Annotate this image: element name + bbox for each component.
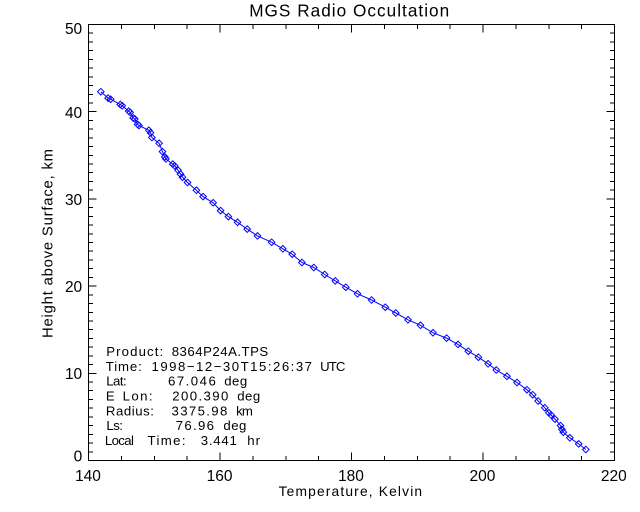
svg-text:40: 40 xyxy=(65,105,83,122)
svg-text:140: 140 xyxy=(75,468,101,485)
svg-text:Product:: Product: xyxy=(106,344,163,359)
svg-text:deg: deg xyxy=(223,418,246,433)
svg-text:E: E xyxy=(106,388,115,403)
svg-text:Time:: Time: xyxy=(106,359,142,374)
svg-text:76.96: 76.96 xyxy=(176,418,214,433)
svg-text:Height above Surface, km: Height above Surface, km xyxy=(40,149,56,338)
svg-text:220: 220 xyxy=(601,468,627,485)
svg-text:50: 50 xyxy=(65,21,83,38)
svg-text:hr: hr xyxy=(247,433,260,448)
svg-text:8364P24A.TPS: 8364P24A.TPS xyxy=(172,344,269,359)
svg-text:200: 200 xyxy=(469,468,495,485)
svg-text:deg: deg xyxy=(237,388,260,403)
svg-text:Lat:: Lat: xyxy=(106,374,127,389)
svg-text:MGS Radio Occultation: MGS Radio Occultation xyxy=(249,0,449,20)
svg-text:10: 10 xyxy=(65,366,83,383)
svg-text:1998−12−30T15:26:37: 1998−12−30T15:26:37 xyxy=(152,359,313,374)
svg-text:180: 180 xyxy=(338,468,364,485)
svg-text:Time:: Time: xyxy=(148,433,186,448)
svg-text:0: 0 xyxy=(74,449,83,466)
svg-text:Local: Local xyxy=(105,433,134,448)
svg-text:160: 160 xyxy=(207,468,233,485)
svg-text:Radius:: Radius: xyxy=(106,403,154,418)
svg-text:km: km xyxy=(236,403,253,418)
svg-text:30: 30 xyxy=(65,192,83,209)
svg-text:20: 20 xyxy=(65,279,83,296)
svg-text:67.046: 67.046 xyxy=(168,374,216,389)
svg-text:3.441: 3.441 xyxy=(201,433,237,448)
svg-text:Lon:: Lon: xyxy=(123,388,153,403)
svg-text:Temperature, Kelvin: Temperature, Kelvin xyxy=(279,484,423,499)
svg-text:200.390: 200.390 xyxy=(172,388,228,403)
svg-text:UTC: UTC xyxy=(320,359,346,374)
svg-text:Ls:: Ls: xyxy=(106,418,123,433)
svg-text:deg: deg xyxy=(224,374,247,389)
svg-text:3375.98: 3375.98 xyxy=(172,403,228,418)
